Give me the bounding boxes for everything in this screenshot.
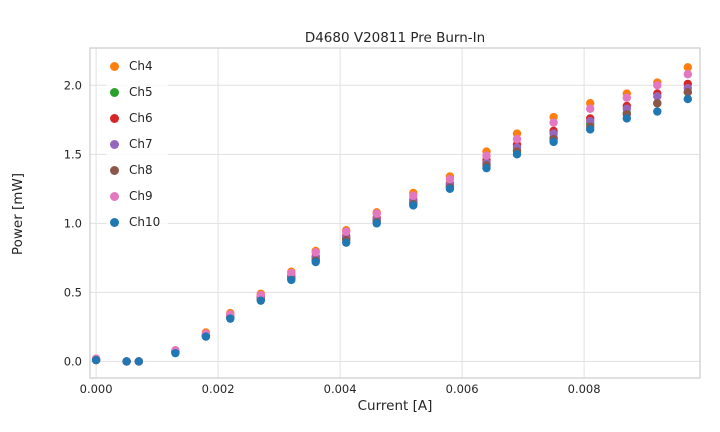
data-point-ch9	[287, 268, 296, 278]
legend-marker-icon	[110, 61, 119, 71]
y-tick-label: 1.5	[64, 147, 82, 161]
legend-item-ch4: Ch4	[110, 57, 160, 75]
data-point-ch10	[586, 125, 595, 134]
data-point-ch10	[512, 150, 522, 159]
data-point-ch10	[445, 184, 455, 194]
y-tick-label: 0.0	[64, 354, 82, 368]
data-point-ch9	[409, 191, 418, 200]
data-point-ch9	[653, 81, 662, 90]
data-point-ch9	[482, 151, 491, 160]
legend-marker-icon	[110, 165, 119, 175]
data-point-ch10	[91, 355, 101, 365]
data-point-ch10	[653, 107, 662, 116]
axes-frame	[89, 47, 701, 379]
legend-label: Ch4	[129, 59, 153, 73]
legend-label: Ch10	[129, 215, 161, 229]
x-tick-label: 0.008	[568, 382, 601, 396]
data-point-ch10	[122, 357, 131, 366]
legend-label: Ch7	[129, 137, 153, 151]
legend-marker-icon	[110, 217, 119, 227]
x-axis-label: Current [A]	[357, 398, 433, 414]
data-point-ch10	[683, 94, 692, 104]
legend-marker-icon	[110, 139, 119, 149]
data-point-ch4	[683, 63, 692, 72]
y-tick-label: 1.0	[64, 216, 82, 230]
legend-marker-icon	[110, 87, 119, 97]
data-point-ch10	[311, 257, 320, 267]
data-point-ch10	[482, 163, 491, 173]
data-point-ch10	[287, 275, 296, 285]
legend-item-ch6: Ch6	[110, 109, 160, 127]
data-point-ch9	[372, 209, 381, 218]
data-point-ch10	[256, 296, 265, 305]
data-point-ch8	[653, 99, 662, 108]
data-point-ch10	[409, 201, 418, 210]
legend-item-ch8: Ch8	[110, 161, 160, 179]
legend-label: Ch5	[129, 85, 153, 99]
chart-title: D4680 V20811 Pre Burn-In	[304, 30, 486, 46]
y-tick-label: 2.0	[64, 78, 82, 92]
data-point-ch10	[201, 332, 211, 341]
data-point-ch9	[622, 93, 631, 102]
data-point-ch9	[683, 70, 692, 79]
x-tick-label: 0.002	[202, 382, 235, 396]
legend-item-ch7: Ch7	[110, 135, 160, 153]
plot-background	[90, 48, 700, 378]
data-point-ch9	[549, 118, 558, 127]
legend-marker-icon	[110, 113, 119, 123]
legend-item-ch9: Ch9	[110, 187, 160, 205]
data-point-ch9	[311, 248, 320, 257]
legend-label: Ch8	[129, 163, 153, 177]
data-point-ch8	[683, 87, 692, 97]
data-point-ch10	[226, 314, 235, 323]
y-axis-label: Power [mW]	[10, 172, 26, 256]
legend-marker-icon	[110, 191, 119, 201]
data-point-ch9	[445, 174, 455, 184]
data-point-ch9	[512, 134, 522, 144]
data-point-ch10	[549, 137, 558, 147]
legend: Ch4 Ch5 Ch6 Ch7 Ch8 Ch9 Ch10	[106, 53, 169, 235]
legend-item-ch10: Ch10	[110, 213, 160, 231]
data-point-ch10	[622, 114, 631, 123]
data-point-ch10	[134, 357, 143, 366]
data-point-ch10	[372, 219, 381, 228]
data-point-ch9	[586, 104, 595, 113]
x-tick-label: 0.004	[324, 382, 357, 396]
data-point-ch9	[342, 227, 351, 236]
y-tick-label: 0.5	[64, 285, 82, 299]
x-tick-label: 0.006	[446, 382, 479, 396]
legend-item-ch5: Ch5	[110, 83, 160, 101]
x-tick-label: 0.000	[80, 382, 113, 396]
data-point-ch10	[342, 238, 351, 247]
data-point-ch10	[171, 348, 180, 358]
legend-label: Ch6	[129, 111, 153, 125]
data-point-ch7	[653, 92, 662, 101]
legend-label: Ch9	[129, 189, 153, 203]
